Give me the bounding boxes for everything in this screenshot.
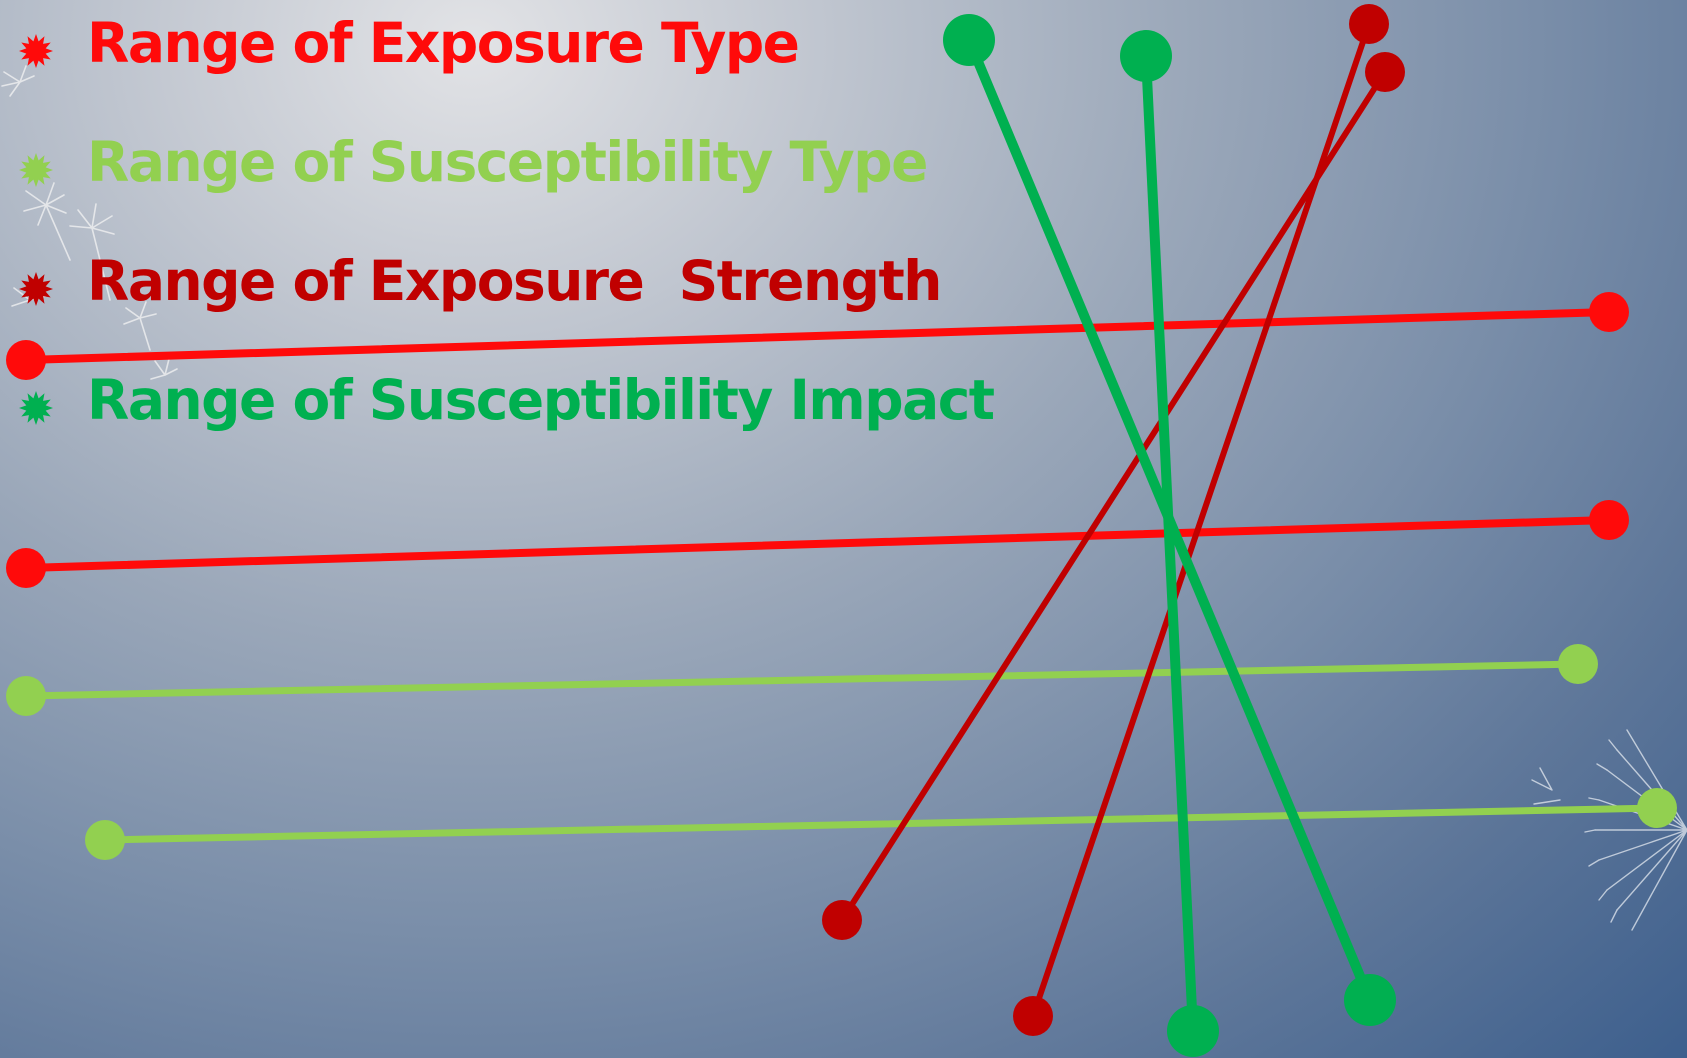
susceptibility-type-line-1 (6, 644, 1598, 716)
range-line (1141, 51, 1198, 1036)
range-line (101, 804, 1661, 844)
range-line (22, 516, 1613, 572)
range-line (22, 660, 1582, 700)
bullet-item-susceptibility-impact: Range of Susceptibility Impact (18, 365, 995, 484)
range-endpoint-end (1589, 292, 1629, 332)
range-endpoint-end (1344, 974, 1396, 1026)
range-endpoint-start (1013, 996, 1053, 1036)
exposure-type-line-1 (6, 292, 1629, 380)
range-endpoint-start (943, 14, 995, 66)
susceptibility-type-line-2 (85, 788, 1677, 860)
range-endpoint-start (85, 820, 125, 860)
exposure-strength-line-1 (822, 52, 1405, 940)
starburst-icon (19, 34, 53, 68)
bullet-item-exposure-type: Range of Exposure Type (18, 8, 994, 127)
range-endpoint-start (822, 900, 862, 940)
exposure-type-line-2 (6, 500, 1629, 588)
bullet-label-exposure-strength: Range of Exposure Strength (87, 249, 942, 313)
starburst-icon (19, 391, 53, 425)
range-endpoint-end (1637, 788, 1677, 828)
range-endpoint-end (1349, 4, 1389, 44)
bullet-label-susceptibility-impact: Range of Susceptibility Impact (87, 368, 995, 432)
bullet-label-susceptibility-type: Range of Susceptibility Type (87, 130, 928, 194)
range-endpoint-start (6, 340, 46, 380)
range-endpoint-end (1365, 52, 1405, 92)
bullet-item-susceptibility-type: Range of Susceptibility Type (18, 127, 994, 246)
bullet-label-exposure-type: Range of Exposure Type (87, 11, 800, 75)
range-endpoint-end (1589, 500, 1629, 540)
range-line (1030, 21, 1372, 1019)
range-endpoint-start (1120, 30, 1172, 82)
range-endpoint-start (6, 548, 46, 588)
range-endpoint-end (1167, 1005, 1219, 1057)
exposure-strength-line-2 (1013, 4, 1389, 1036)
susceptibility-impact-line-2 (1120, 30, 1219, 1057)
range-line (839, 69, 1388, 923)
starburst-icon (19, 272, 53, 306)
range-line (22, 308, 1613, 364)
range-endpoint-start (6, 676, 46, 716)
bullet-list: Range of Exposure Type Range of Suscepti… (18, 8, 995, 484)
starburst-icon (19, 153, 53, 187)
range-endpoint-end (1558, 644, 1598, 684)
bullet-item-exposure-strength: Range of Exposure Strength (18, 246, 994, 365)
